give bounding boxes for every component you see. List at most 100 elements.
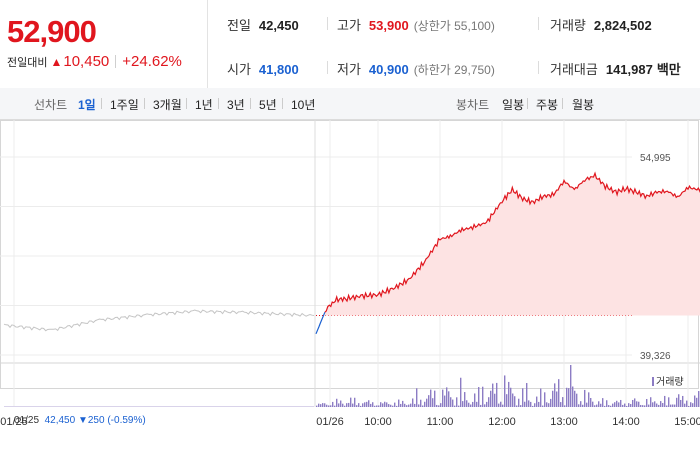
volume-bar — [354, 397, 356, 407]
current-price: 52,900 — [7, 14, 97, 49]
volume-bar — [646, 398, 648, 407]
volume-bar — [672, 404, 674, 407]
x-tick-label: 01/25 — [0, 416, 28, 428]
divider — [527, 98, 528, 109]
price-box: 52,900 전일대비 ▲ 10,450 +24.62% — [0, 0, 208, 88]
tab-monthly-candle[interactable]: 월봉 — [572, 98, 595, 112]
volume-bar — [356, 405, 358, 407]
volume-bar — [620, 399, 622, 407]
volume-bar — [352, 403, 354, 407]
volume-bar — [458, 405, 460, 407]
volume-bar — [436, 404, 438, 407]
divider — [115, 55, 117, 68]
volume-bar — [662, 403, 664, 407]
divider — [144, 98, 145, 109]
volume-bar — [386, 402, 388, 407]
volume-bar — [664, 395, 666, 407]
volume-bar — [478, 387, 480, 407]
volume-bar — [534, 403, 536, 407]
tab-1-year[interactable]: 1년 — [195, 98, 213, 112]
volume-bar — [432, 398, 434, 407]
price-area-fill — [324, 173, 700, 316]
prev-day-info: 01/25 42,450 ▼250 (-0.59%) — [14, 415, 146, 426]
volume-bar — [442, 389, 444, 407]
volume-bar — [484, 404, 486, 407]
volume-bar — [330, 405, 332, 407]
stat-trade-value: 거래대금 141,987 백만 — [550, 62, 681, 77]
tab-1-day[interactable]: 1일 — [78, 98, 96, 112]
volume-bar — [668, 397, 670, 407]
volume-bar — [422, 405, 424, 407]
volume-bar — [692, 403, 694, 407]
tab-5-years[interactable]: 5년 — [259, 98, 277, 112]
volume-bar — [558, 379, 560, 407]
volume-bar — [404, 403, 406, 407]
tab-weekly-candle[interactable]: 주봉 — [536, 98, 559, 112]
y-tick-label: 54,995 — [640, 153, 671, 164]
divider — [327, 61, 328, 74]
volume-bar — [560, 402, 562, 407]
volume-bar — [538, 401, 540, 407]
volume-bar — [634, 398, 636, 407]
volume-bar — [366, 401, 368, 407]
volume-bar — [580, 401, 582, 407]
volume-bar — [524, 401, 526, 407]
volume-bar — [688, 405, 690, 407]
volume-bar — [390, 404, 392, 407]
volume-bar — [512, 393, 514, 407]
volume-bar — [424, 401, 426, 407]
volume-bar — [342, 403, 344, 407]
volume-bar — [410, 403, 412, 407]
down-arrow-icon: ▼ — [77, 415, 88, 426]
volume-bar — [590, 397, 592, 407]
today-price-line — [324, 171, 700, 313]
volume-bar — [318, 403, 320, 407]
volume-bar — [608, 405, 610, 407]
divider — [562, 98, 563, 109]
volume-bar — [660, 401, 662, 407]
volume-bar — [434, 390, 436, 407]
tab-10-years[interactable]: 10년 — [291, 98, 316, 112]
volume-bar — [650, 397, 652, 407]
volume-bar — [578, 404, 580, 407]
volume-bar — [498, 403, 500, 407]
volume-bar — [440, 403, 442, 407]
volume-bar — [624, 403, 626, 407]
tab-3-months[interactable]: 3개월 — [153, 98, 182, 112]
volume-bar — [562, 397, 564, 407]
volume-bar — [320, 404, 322, 407]
tab-1-week[interactable]: 1주일 — [110, 98, 139, 112]
volume-bar — [666, 405, 668, 407]
volume-bar — [632, 399, 634, 407]
prev-day-change: 250 — [87, 415, 105, 426]
tab-3-years[interactable]: 3년 — [227, 98, 245, 112]
volume-bar — [428, 395, 430, 407]
volume-bar — [636, 401, 638, 407]
volume-bar — [490, 390, 492, 407]
volume-bar — [406, 405, 408, 407]
volume-bar — [470, 404, 472, 407]
volume-bar — [642, 405, 644, 407]
volume-bar — [678, 394, 680, 407]
x-tick-label: 11:00 — [427, 416, 454, 428]
volume-bar — [550, 398, 552, 407]
volume-bar — [496, 382, 498, 407]
today-price-line-below-ref — [315, 311, 326, 335]
volume-bar — [686, 400, 688, 407]
volume-bar — [382, 403, 384, 407]
volume-bar — [602, 398, 604, 407]
change-percent: +24.62% — [122, 53, 182, 70]
volume-bar — [584, 389, 586, 407]
volume-bar — [698, 391, 700, 407]
x-tick-label: 14:00 — [612, 416, 640, 428]
volume-bar — [364, 402, 366, 407]
volume-bar — [638, 401, 640, 407]
volume-bar — [438, 405, 440, 407]
volume-bar — [324, 403, 326, 407]
prev-day-change-pct: (-0.59%) — [107, 415, 146, 426]
tab-daily-candle[interactable]: 일봉 — [502, 98, 525, 112]
volume-bar — [502, 404, 504, 407]
volume-bar — [536, 396, 538, 407]
volume-bar — [548, 403, 550, 407]
volume-bar — [522, 388, 524, 407]
